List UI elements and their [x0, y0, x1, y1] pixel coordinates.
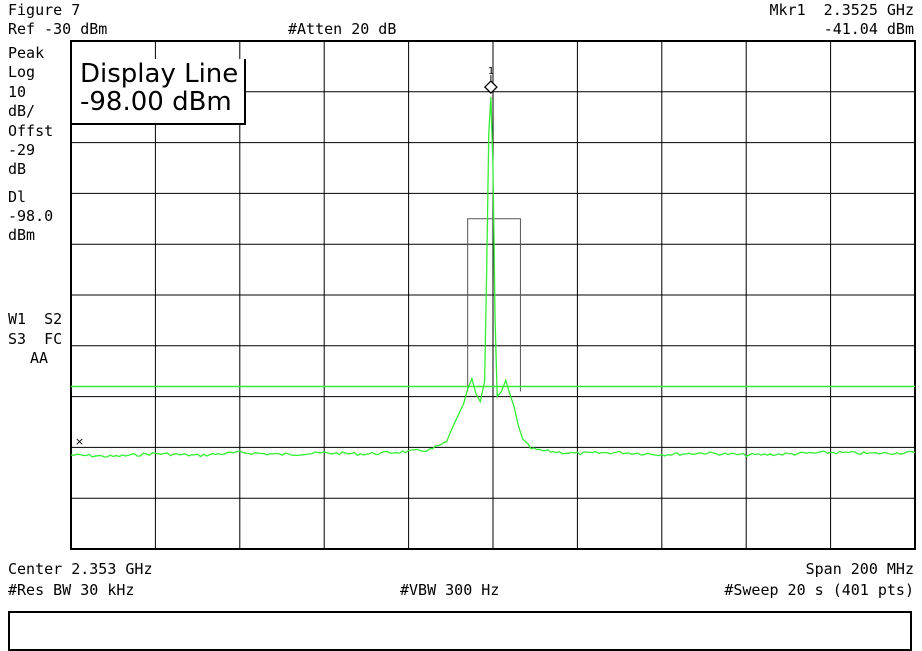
display-line-box-value: -98.00 dBm — [80, 87, 232, 117]
marker-label: 1 — [488, 66, 494, 77]
scale-unit: dB/ — [8, 102, 36, 120]
offset-value: -29 — [8, 141, 36, 159]
ref-level: Ref -30 dBm — [8, 20, 108, 38]
display-line-box: Display Line -98.00 dBm — [72, 59, 246, 125]
offset-unit: dB — [8, 160, 27, 178]
detector-mode: Peak — [8, 44, 45, 62]
display-line-box-title: Display Line — [80, 59, 239, 89]
cursor-mark: × — [75, 435, 84, 448]
trace-flags-1: W1 S2 — [8, 310, 63, 328]
attenuation-label: #Atten 20 dB — [288, 20, 397, 38]
offset-label: Offst — [8, 122, 54, 140]
center-frequency: Center 2.353 GHz — [8, 560, 153, 578]
display-line-label: Dl — [8, 188, 27, 206]
marker-level: -41.04 dBm — [823, 20, 914, 38]
span-label: Span 200 MHz — [805, 560, 914, 578]
scale-type: Log — [8, 63, 36, 81]
video-bandwidth: #VBW 300 Hz — [400, 581, 500, 599]
message-box — [8, 611, 912, 651]
figure-label: Figure 7 — [8, 1, 81, 19]
scale-value: 10 — [8, 83, 27, 101]
trace-flags-2: S3 FC — [8, 330, 63, 348]
resolution-bandwidth: #Res BW 30 kHz — [8, 581, 135, 599]
display-line-unit: dBm — [8, 226, 36, 244]
spectrum-trace — [70, 96, 916, 458]
marker-diamond — [483, 80, 498, 95]
sweep-time: #Sweep 20 s (401 pts) — [724, 581, 914, 599]
plot-frame — [70, 40, 916, 550]
marker-frequency: Mkr1 2.3525 GHz — [769, 1, 915, 19]
trace-flags-3: AA — [30, 349, 49, 367]
display-line-value: -98.0 — [8, 207, 54, 225]
